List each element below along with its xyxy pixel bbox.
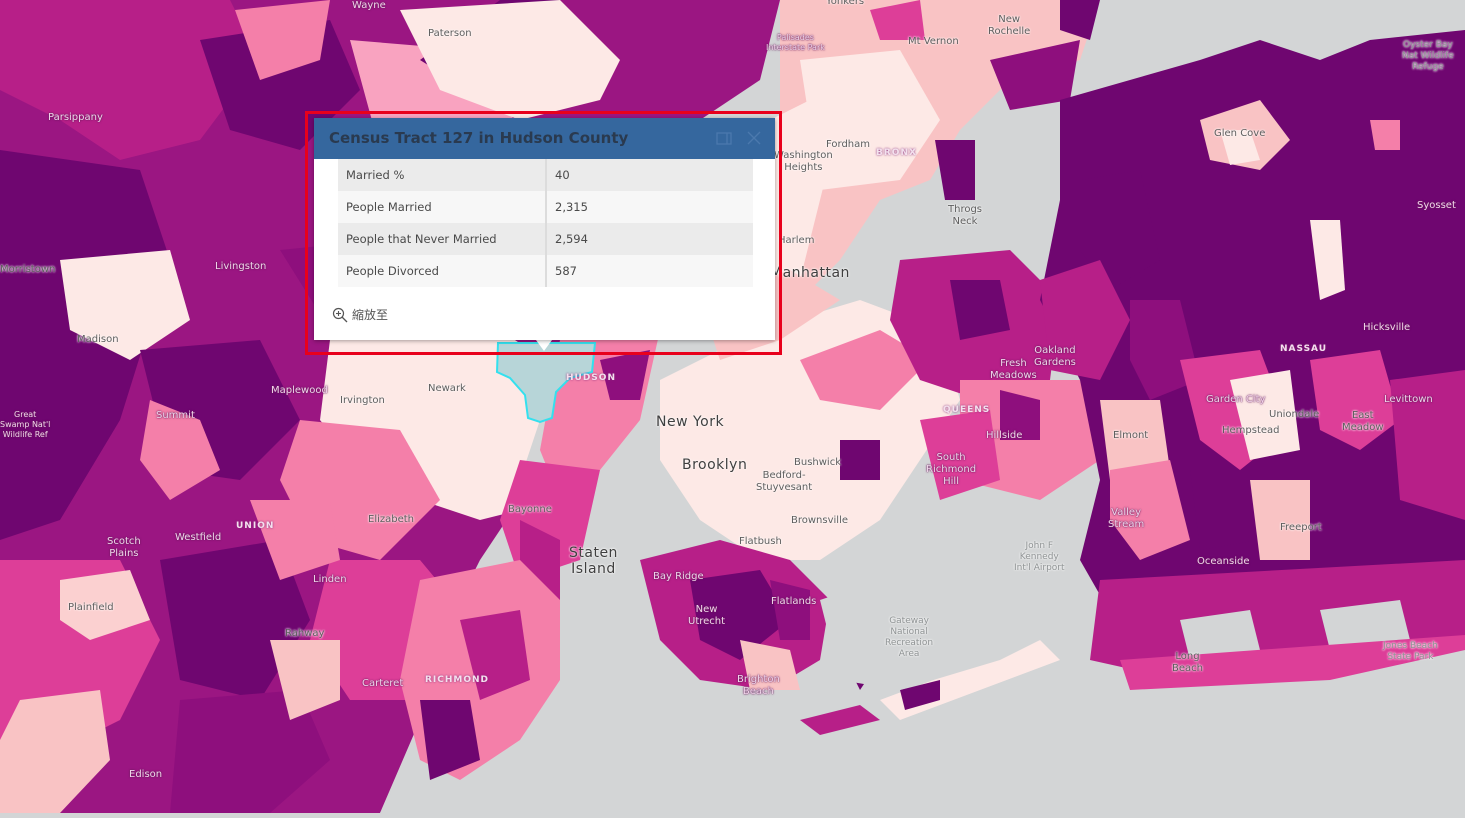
field-label: People Married — [338, 191, 547, 223]
field-label: Married % — [338, 159, 547, 191]
zoom-to-label: 縮放至 — [352, 308, 389, 322]
popup-header: Census Tract 127 in Hudson County — [314, 118, 775, 159]
field-value: 587 — [546, 255, 753, 287]
zoom-in-icon — [332, 307, 348, 322]
popup-pointer — [536, 340, 552, 351]
table-row: People Married 2,315 — [338, 191, 753, 223]
popup-title: Census Tract 127 in Hudson County — [329, 129, 629, 147]
attribute-table: Married % 40 People Married 2,315 People… — [338, 159, 753, 287]
table-row: People that Never Married 2,594 — [338, 223, 753, 255]
table-row: Married % 40 — [338, 159, 753, 191]
feature-popup: Census Tract 127 in Hudson County Marrie… — [314, 118, 775, 340]
selected-census-tract[interactable] — [495, 342, 597, 424]
field-label: People Divorced — [338, 255, 547, 287]
dock-side-icon — [716, 132, 732, 145]
field-value: 40 — [546, 159, 753, 191]
dock-button[interactable] — [714, 128, 734, 148]
close-button[interactable] — [744, 128, 764, 148]
zoom-to-button[interactable]: 縮放至 — [332, 306, 388, 323]
field-value: 2,594 — [546, 223, 753, 255]
close-icon — [747, 131, 761, 145]
field-label: People that Never Married — [338, 223, 547, 255]
table-row: People Divorced 587 — [338, 255, 753, 287]
field-value: 2,315 — [546, 191, 753, 223]
